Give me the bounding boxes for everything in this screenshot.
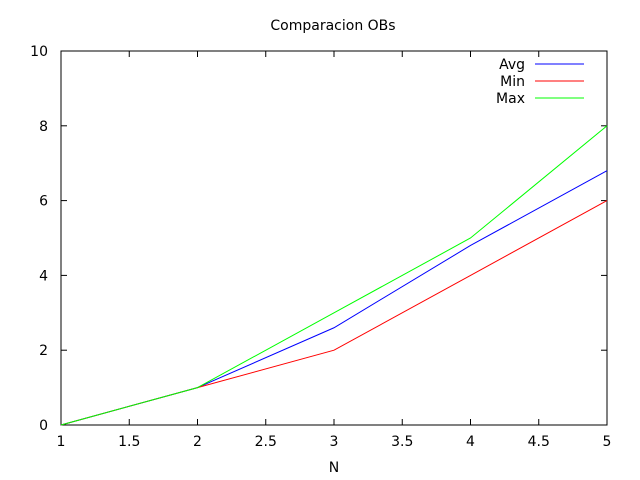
y-tick-label: 0 [39,418,48,434]
y-tick-label: 10 [30,44,48,60]
y-tick-label: 6 [39,194,48,210]
legend-label-min: Min [500,74,525,90]
series-line-max [60,125,608,426]
chart-title: Comparacion OBs [270,18,395,34]
x-tick-label: 3 [330,434,339,450]
x-tick-label: 5 [603,434,612,450]
x-tick-label: 4.5 [528,434,550,450]
x-axis: 1 1.5 2 2.5 3 3.5 4 4.5 5 [57,51,612,450]
x-tick-label: 1.5 [118,434,140,450]
x-tick-label: 1 [57,434,66,450]
x-tick-label: 2.5 [255,434,277,450]
legend-label-avg: Avg [499,57,525,73]
plot-frame [60,50,608,426]
y-tick-label: 8 [39,119,48,135]
x-tick-label: 2 [193,434,202,450]
x-tick-label: 4 [466,434,475,450]
x-tick-label: 3.5 [391,434,413,450]
series-layer [60,125,608,426]
y-tick-label: 4 [39,268,48,284]
y-tick-label: 2 [39,343,48,359]
legend-label-max: Max [496,91,525,107]
y-axis: 0 2 4 6 8 10 [30,44,607,434]
x-axis-label: N [329,460,339,476]
series-line-avg [60,170,608,426]
